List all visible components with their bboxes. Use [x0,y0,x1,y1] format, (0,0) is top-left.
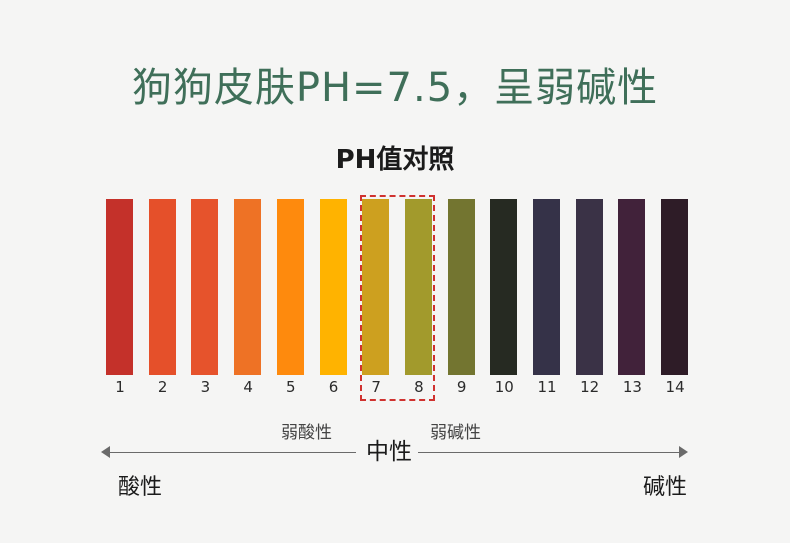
ph-label-14: 14 [665,378,685,396]
ph-bar-12 [575,199,603,375]
acid-label: 酸性 [118,475,163,500]
ph-label-6: 6 [328,378,339,396]
ph-color-bars [106,199,690,375]
page-title: 狗狗皮肤PH=7.5，呈弱碱性 [131,65,659,111]
ph-bar-9 [447,199,475,375]
ph-bar-1 [106,199,133,375]
ph-bar-6 [319,199,347,375]
ph-bar-11 [533,199,560,375]
arrow-right-icon [679,446,688,458]
ph-label-12: 12 [580,378,600,396]
weak-acid-label: 弱酸性 [281,423,332,443]
ph-number-labels: 1 2 3 4 5 6 7 8 9 10 11 12 13 14 [106,377,690,399]
ph-bar-5 [276,199,304,375]
ph-label-13: 13 [622,378,642,396]
ph-label-3: 3 [200,378,211,396]
ph-label-1: 1 [115,378,125,396]
ph-label-10: 10 [494,378,514,396]
ph-label-4: 4 [243,378,253,396]
highlight-box-ph-7-8 [360,195,435,401]
base-label: 碱性 [643,475,688,500]
scale-line-left [106,452,356,453]
ph-label-2: 2 [157,378,168,396]
arrow-left-icon [101,446,110,458]
ph-chart-subtitle: PH值对照 [335,145,455,175]
ph-bar-7 [362,199,390,375]
ph-bar-8 [404,199,432,375]
ph-bar-14 [661,199,689,375]
ph-bar-2 [148,199,176,375]
weak-base-label: 弱碱性 [430,423,481,443]
ph-bar-10 [490,199,518,375]
ph-bar-4 [234,199,262,375]
neutral-label: 中性 [366,439,412,465]
ph-label-7: 7 [371,378,381,396]
ph-label-5: 5 [286,378,296,396]
ph-bar-13 [618,199,646,375]
scale-line-right [418,452,682,453]
ph-bar-3 [191,199,219,375]
ph-label-8: 8 [414,378,424,396]
ph-label-11: 11 [537,378,557,396]
ph-label-9: 9 [456,378,467,396]
